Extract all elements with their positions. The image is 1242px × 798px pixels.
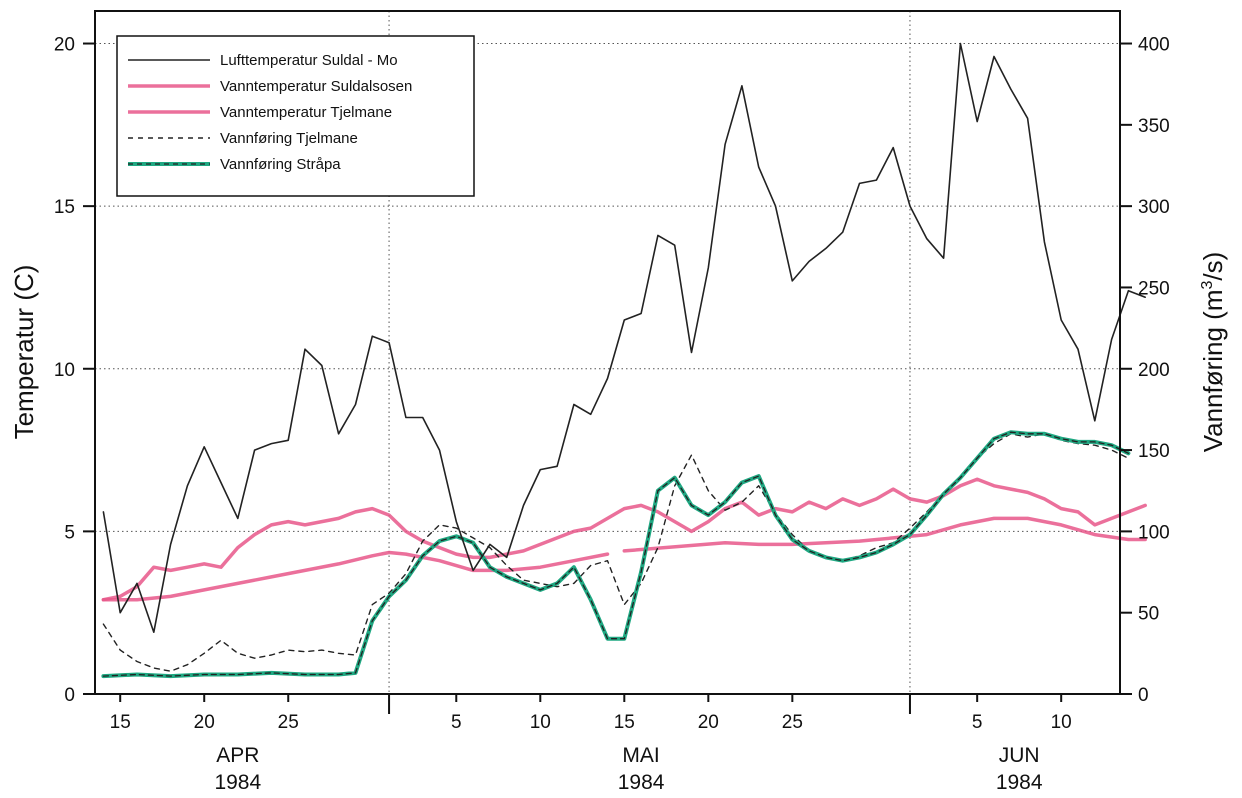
y-right-title-main: Vannføring (m: [1198, 290, 1228, 453]
y-left-axis-title: Temperatur (C): [9, 265, 39, 440]
y-right-title-tail: /s): [1198, 252, 1228, 281]
series-discharge-strapa-line: [101, 430, 1131, 679]
x-tick-label: 10: [1051, 712, 1072, 733]
month-year-label: 1984: [996, 771, 1043, 794]
x-tick-label: 25: [782, 712, 803, 733]
series-water-temp-tjelmane-line: [101, 516, 1147, 602]
legend-label: Vanntemperatur Suldalsosen: [220, 78, 412, 95]
x-tick-label: 15: [110, 712, 131, 733]
y-right-tick-label: 150: [1138, 441, 1170, 462]
series-lines: [101, 42, 1147, 679]
x-tick-label: 20: [194, 712, 215, 733]
legend-box: [116, 35, 475, 197]
y-left-tick-label: 0: [64, 685, 75, 706]
series-discharge-tjelmane-line: [102, 433, 1130, 672]
y-left-tick-label: 10: [54, 360, 75, 381]
y-right-tick-label: 350: [1138, 116, 1170, 137]
month-label: MAI: [622, 744, 659, 767]
month-label: APR: [216, 744, 259, 767]
y-right-title-superscript: 3: [1199, 281, 1216, 290]
month-year-label: 1984: [214, 771, 261, 794]
legend-label: Vannføring Stråpa: [220, 156, 341, 173]
x-tick-label: 10: [530, 712, 551, 733]
y-left-tick-label: 15: [54, 197, 75, 218]
x-tick-label: 5: [972, 712, 983, 733]
series-water-temp-suldalsosen-line: [101, 477, 1147, 602]
series-discharge-strapa-line-overlay: [102, 431, 1130, 677]
y-right-tick-label: 100: [1138, 522, 1170, 543]
y-right-tick-label: 250: [1138, 278, 1170, 299]
x-tick-label: 5: [451, 712, 462, 733]
legend-label: Vanntemperatur Tjelmane: [220, 104, 392, 121]
y-right-tick-label: 50: [1138, 604, 1159, 625]
legend-label: Lufttemperatur Suldal - Mo: [220, 52, 398, 69]
legend: Lufttemperatur Suldal - Mo Vanntemperatur…: [116, 35, 475, 197]
series-air-temperature-line: [102, 42, 1146, 633]
y-right-tick-label: 300: [1138, 197, 1170, 218]
y-right-tick-label: 400: [1138, 35, 1170, 56]
x-tick-label: 15: [614, 712, 635, 733]
y-right-axis-title: Vannføring (m3/s): [1198, 252, 1228, 453]
month-label: JUN: [999, 744, 1040, 767]
y-left-tick-label: 20: [54, 35, 75, 56]
legend-entries: Lufttemperatur Suldal - Mo Vanntemperatur…: [128, 52, 412, 173]
legend-label: Vannføring Tjelmane: [220, 130, 358, 147]
y-left-tick-label: 5: [64, 522, 75, 543]
y-right-tick-label: 0: [1138, 685, 1149, 706]
x-tick-label: 25: [278, 712, 299, 733]
plot-frame: [94, 10, 1121, 695]
y-right-tick-label: 200: [1138, 360, 1170, 381]
x-tick-label: 20: [698, 712, 719, 733]
month-year-label: 1984: [618, 771, 665, 794]
